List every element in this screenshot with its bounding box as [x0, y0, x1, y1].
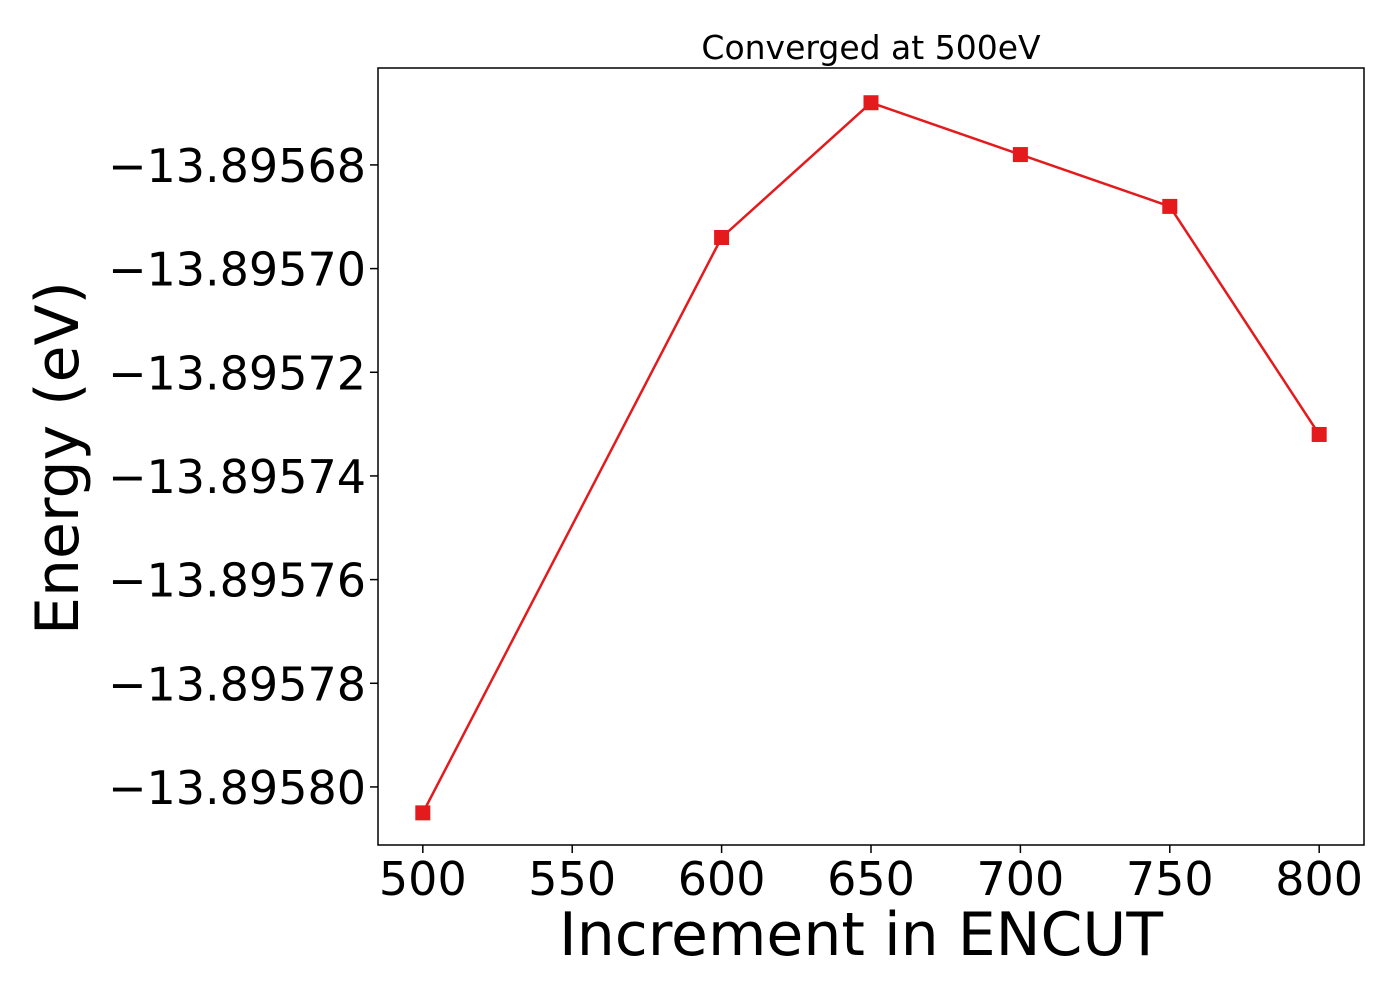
data-point [714, 229, 730, 245]
data-point [863, 95, 879, 111]
series-line [421, 101, 1321, 814]
y-tick-label: −13.89574 [108, 450, 366, 504]
data-point [415, 805, 431, 821]
data-point [1012, 147, 1028, 163]
plot-area-frame [377, 67, 1365, 846]
y-axis: −13.89580 −13.89578 −13.89576 −13.89574 −13.… [108, 139, 378, 815]
y-axis-label: Energy (eV) [23, 281, 93, 635]
y-tick-label: −13.89570 [108, 243, 366, 297]
chart-title: Converged at 500eV [701, 28, 1041, 67]
x-tick-label: 600 [678, 852, 766, 906]
series-layer [415, 95, 1327, 821]
y-tick-label: −13.89576 [108, 554, 366, 608]
x-tick-label: 800 [1275, 852, 1363, 906]
data-point [1162, 198, 1178, 214]
x-tick-label: 550 [528, 852, 616, 906]
x-tick-label: 650 [827, 852, 915, 906]
data-point [1311, 426, 1327, 442]
y-tick-label: −13.89568 [108, 139, 366, 193]
x-tick-label: 700 [976, 852, 1064, 906]
x-axis: 500 550 600 650 700 750 800 [379, 845, 1363, 906]
y-tick-label: −13.89578 [108, 657, 366, 711]
x-tick-label: 500 [379, 852, 467, 906]
x-tick-label: 750 [1126, 852, 1214, 906]
y-tick-label: −13.89580 [108, 761, 366, 815]
x-axis-label: Increment in ENCUT [559, 900, 1163, 970]
y-tick-label: −13.89572 [108, 346, 366, 400]
